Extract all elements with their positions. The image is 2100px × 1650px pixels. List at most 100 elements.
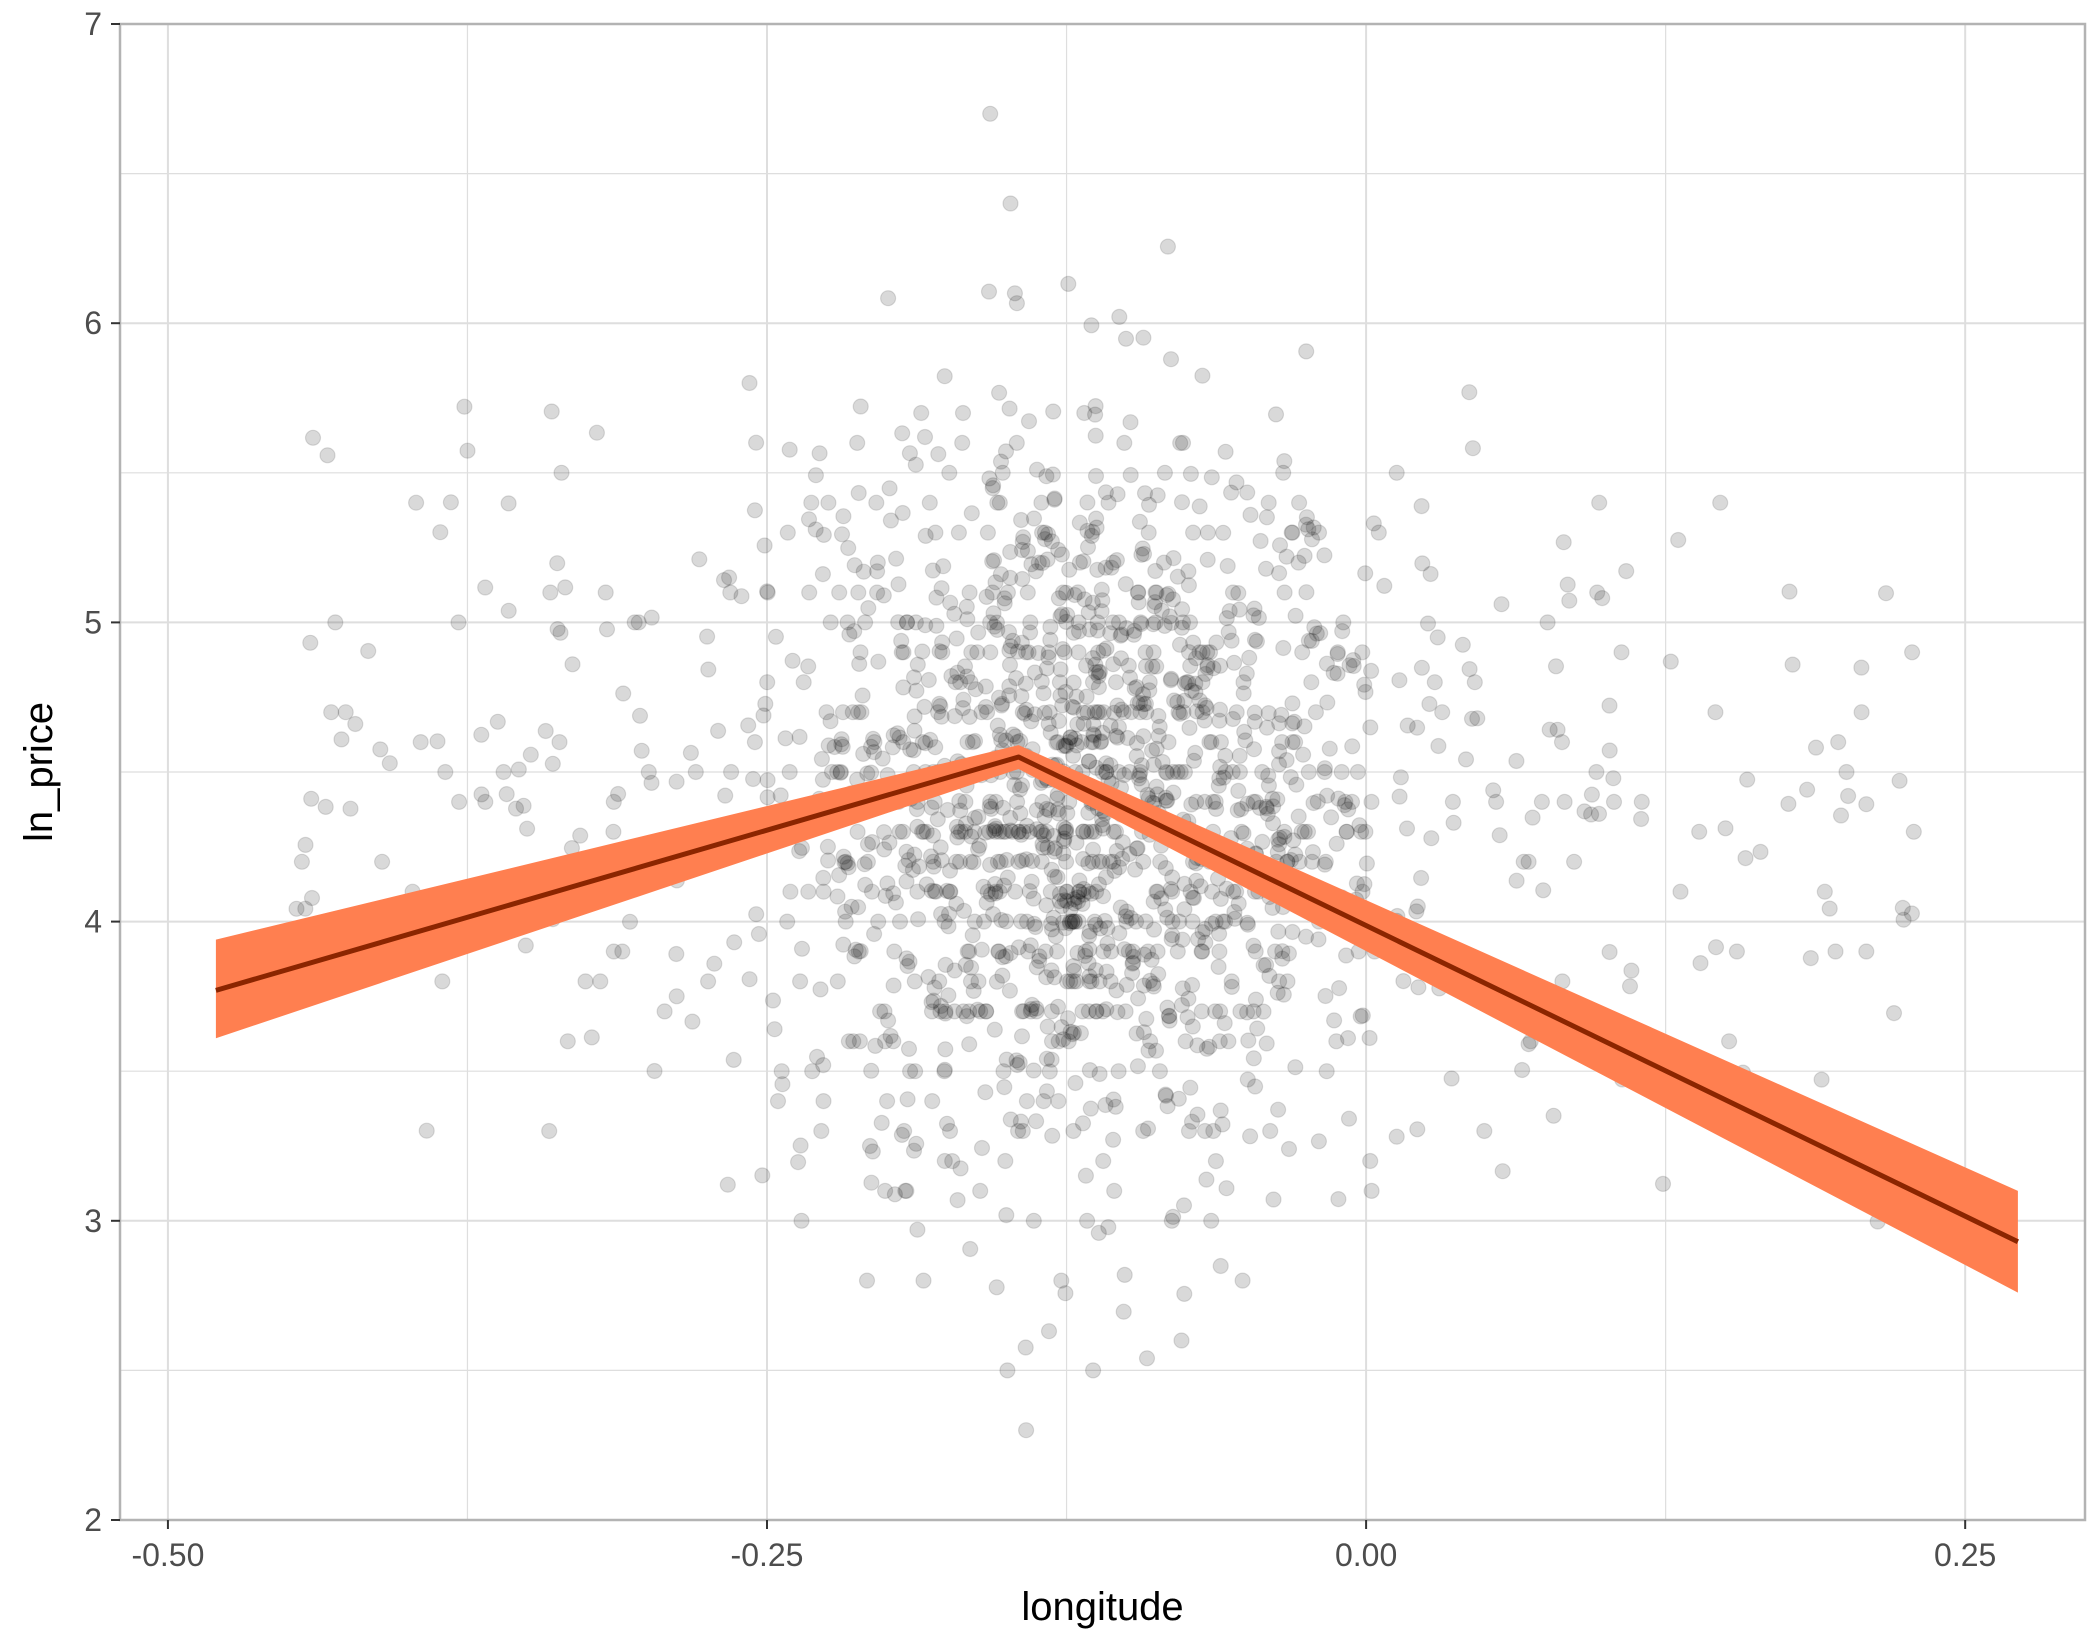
data-point — [938, 882, 956, 900]
data-point — [1858, 943, 1875, 960]
data-point — [1163, 614, 1180, 632]
data-point — [1122, 466, 1139, 484]
data-point — [592, 973, 609, 990]
data-point — [1062, 1023, 1079, 1040]
data-point — [643, 774, 660, 792]
data-point — [1219, 557, 1236, 575]
data-point — [317, 798, 334, 816]
data-point — [1129, 990, 1147, 1007]
data-point — [813, 1122, 830, 1140]
data-point — [1601, 943, 1618, 961]
data-point — [1004, 823, 1021, 840]
data-point — [1035, 839, 1052, 856]
data-point — [709, 722, 727, 740]
data-point — [517, 937, 534, 954]
data-point — [1589, 584, 1606, 601]
data-point — [1052, 687, 1069, 704]
data-point — [1116, 766, 1133, 784]
data-point — [1349, 763, 1367, 781]
data-point — [1089, 622, 1106, 639]
data-point — [1050, 541, 1067, 559]
data-point — [1068, 737, 1085, 754]
data-point — [894, 425, 911, 442]
data-point — [1110, 614, 1128, 631]
data-point — [998, 1206, 1015, 1224]
data-point — [913, 404, 930, 422]
x-tick-label: -0.25 — [731, 1537, 804, 1573]
data-point — [1297, 516, 1315, 533]
data-point — [1169, 763, 1186, 781]
data-point — [1123, 703, 1140, 721]
data-point — [1163, 930, 1180, 948]
data-point — [1051, 885, 1069, 903]
data-point — [1085, 727, 1103, 744]
data-point — [815, 883, 832, 900]
data-point — [784, 652, 801, 669]
data-point — [1398, 820, 1416, 837]
data-point — [986, 875, 1004, 893]
data-point — [924, 827, 942, 844]
data-point — [1752, 843, 1769, 861]
data-point — [1158, 792, 1175, 809]
data-point — [832, 763, 849, 781]
data-point — [1412, 869, 1430, 887]
data-point — [876, 1182, 894, 1200]
data-point — [885, 727, 902, 744]
data-point — [1283, 524, 1300, 541]
data-point — [920, 671, 937, 689]
data-point — [1261, 967, 1278, 985]
data-point — [909, 1221, 926, 1238]
data-point — [1318, 655, 1336, 672]
data-point — [1067, 1074, 1084, 1092]
data-point — [832, 764, 849, 781]
data-point — [381, 755, 398, 772]
data-point — [1134, 686, 1152, 703]
data-point — [923, 882, 940, 900]
data-point — [917, 527, 934, 545]
fit-line — [215, 754, 2019, 1244]
data-point — [1148, 584, 1165, 601]
data-point — [909, 656, 926, 673]
data-point — [1188, 872, 1205, 889]
data-point — [925, 853, 942, 870]
data-point — [1445, 814, 1462, 831]
data-point — [949, 664, 966, 681]
data-point — [829, 973, 846, 990]
data-point — [1176, 901, 1193, 918]
data-point — [1091, 973, 1108, 990]
data-point — [1025, 1062, 1042, 1079]
data-point — [906, 846, 923, 863]
data-point — [1133, 776, 1150, 793]
data-point — [1245, 741, 1263, 758]
data-point — [1070, 623, 1088, 640]
data-point — [1239, 916, 1257, 933]
data-point — [372, 741, 389, 758]
data-point — [429, 733, 446, 750]
data-point — [1318, 787, 1336, 804]
data-point — [1075, 715, 1092, 732]
data-point — [1338, 823, 1355, 840]
data-point — [1174, 931, 1191, 948]
data-point — [1212, 657, 1229, 674]
data-point — [902, 741, 919, 758]
data-point — [951, 853, 969, 870]
data-point — [1176, 875, 1193, 893]
data-point — [862, 738, 880, 755]
data-point — [1218, 880, 1235, 897]
data-point — [1276, 453, 1293, 470]
data-point — [779, 913, 796, 930]
data-point — [1205, 1122, 1222, 1140]
data-point — [955, 1003, 972, 1020]
data-point — [940, 987, 957, 1004]
data-point — [1004, 726, 1022, 743]
data-point — [937, 956, 954, 974]
data-point — [999, 584, 1017, 601]
data-point — [1065, 890, 1083, 908]
data-point — [1276, 823, 1293, 840]
data-point — [1737, 849, 1754, 867]
data-point — [583, 1029, 600, 1046]
data-point — [1089, 704, 1106, 721]
data-point — [841, 626, 858, 643]
data-point — [1183, 976, 1201, 994]
data-point — [932, 697, 949, 715]
